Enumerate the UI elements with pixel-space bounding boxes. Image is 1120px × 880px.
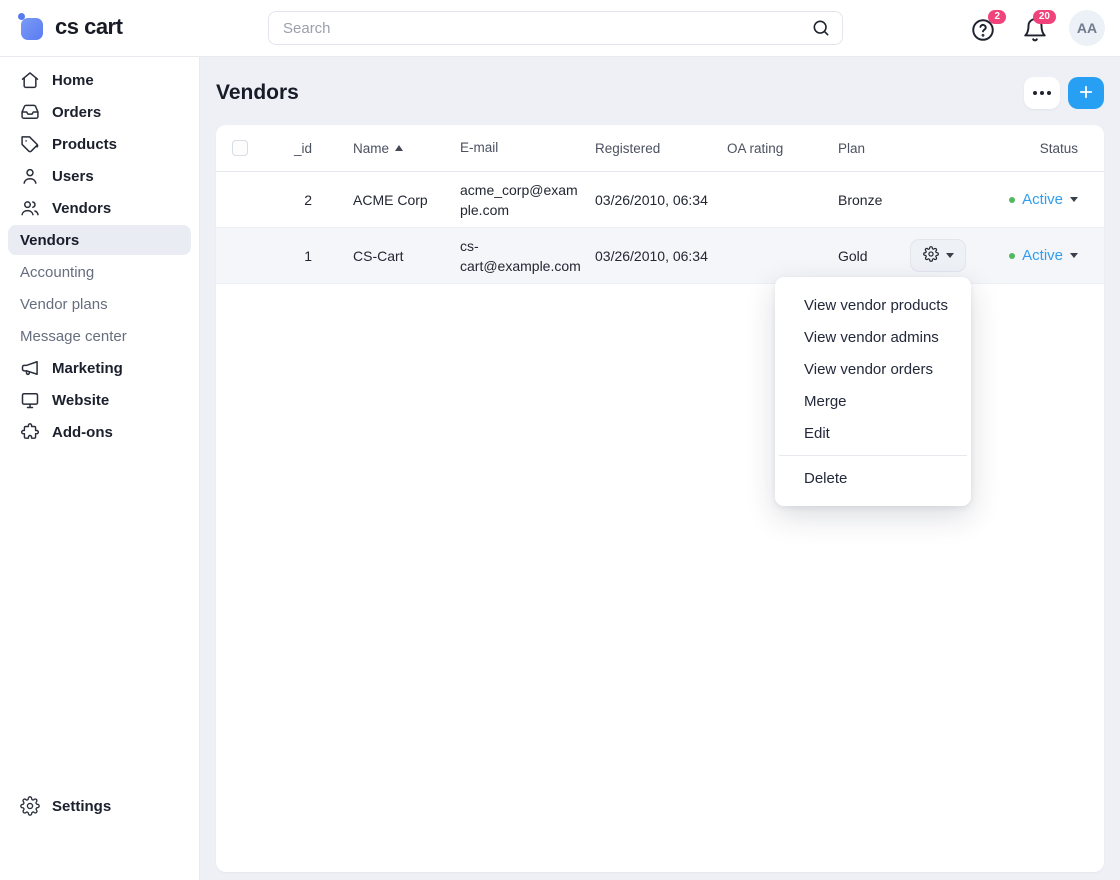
status-label: Active: [1022, 191, 1063, 208]
vendor-email: cs-cart@example.com: [460, 237, 581, 274]
sidebar-item-label: Settings: [52, 797, 112, 815]
sidebar-item-users[interactable]: Users: [0, 160, 199, 192]
sidebar-subitem-message-center[interactable]: Message center: [0, 320, 199, 352]
column-header-email[interactable]: E-mail: [460, 140, 499, 155]
chevron-down-icon: [1070, 197, 1078, 202]
gear-icon: [922, 246, 939, 265]
orders-icon: [20, 102, 40, 122]
vendor-name[interactable]: ACME Corp: [353, 191, 428, 208]
sidebar-item-home[interactable]: Home: [0, 64, 199, 96]
column-header-registered[interactable]: Registered: [595, 140, 661, 156]
page-title: Vendors: [216, 81, 299, 104]
vendor-id: 1: [304, 247, 312, 264]
menu-item-edit[interactable]: Edit: [804, 424, 830, 442]
tag-icon: [20, 134, 40, 154]
plus-icon: [1077, 83, 1095, 104]
menu-item-delete[interactable]: Delete: [804, 469, 848, 487]
topbar: cs cart 2 20 AA: [0, 0, 1120, 57]
sidebar-item-label: Orders: [52, 103, 102, 121]
row-actions-dropdown: View vendor products View vendor admins …: [775, 277, 971, 506]
row-actions-gear-button[interactable]: [910, 239, 966, 272]
sidebar-subitem-label: Accounting: [20, 263, 95, 281]
vendor-email: acme_corp@example.com: [460, 181, 578, 218]
sidebar-item-orders[interactable]: Orders: [0, 96, 199, 128]
more-actions-button[interactable]: [1024, 77, 1060, 109]
menu-item-view-vendor-orders[interactable]: View vendor orders: [804, 360, 933, 378]
vendor-plan: Bronze: [838, 191, 883, 208]
vendor-registered: 03/26/2010, 06:34: [595, 247, 708, 264]
puzzle-icon: [20, 422, 40, 442]
search-icon[interactable]: [811, 18, 831, 43]
status-label: Active: [1022, 247, 1063, 264]
vendor-status-control[interactable]: Active: [978, 191, 1088, 208]
sidebar-item-label: Products: [52, 135, 118, 153]
user-avatar[interactable]: AA: [1069, 10, 1105, 46]
menu-item-merge[interactable]: Merge: [804, 392, 847, 410]
column-header-name[interactable]: Name: [353, 141, 443, 156]
table-row[interactable]: 2 ACME Corp acme_corp@example.com 03/26/…: [216, 172, 1104, 228]
sidebar: Home Orders Products Users: [0, 57, 200, 880]
bell-icon: [1022, 18, 1048, 47]
megaphone-icon: [20, 358, 40, 378]
sidebar-item-label: Home: [52, 71, 94, 89]
chevron-down-icon: [1070, 253, 1078, 258]
sidebar-item-label: Users: [52, 167, 94, 185]
page-header: Vendors: [200, 57, 1120, 109]
vendors-icon: [20, 198, 40, 218]
sidebar-subitem-label: Vendors: [20, 231, 80, 249]
logo-text: cs cart: [55, 13, 123, 39]
sidebar-item-label: Website: [52, 391, 110, 409]
monitor-icon: [20, 390, 40, 410]
sidebar-item-label: Marketing: [52, 359, 123, 377]
logo[interactable]: cs cart: [18, 13, 123, 40]
menu-separator: [779, 455, 967, 456]
notifications-badge: 20: [1032, 10, 1056, 24]
vendor-id: 2: [304, 191, 312, 208]
column-header-status[interactable]: Status: [1039, 140, 1078, 156]
column-header-oa-rating[interactable]: OA rating: [727, 140, 784, 156]
menu-item-view-vendor-products[interactable]: View vendor products: [804, 296, 948, 314]
chevron-down-icon: [945, 253, 954, 258]
vendor-status-control[interactable]: Active: [978, 247, 1088, 264]
sort-asc-icon: [395, 145, 404, 151]
table-header-row: _id Name E-mail Registered OA rating Pla…: [216, 125, 1104, 172]
vendor-registered: 03/26/2010, 06:34: [595, 191, 708, 208]
table-row[interactable]: 1 CS-Cart cs-cart@example.com 03/26/2010…: [216, 228, 1104, 284]
user-icon: [20, 166, 40, 186]
add-vendor-button[interactable]: [1068, 77, 1104, 109]
sidebar-item-label: Add-ons: [52, 423, 113, 441]
vendor-name[interactable]: CS-Cart: [353, 247, 404, 264]
sidebar-subitem-accounting[interactable]: Accounting: [0, 256, 199, 288]
sidebar-item-settings[interactable]: Settings: [0, 790, 111, 822]
sidebar-item-addons[interactable]: Add-ons: [0, 416, 199, 448]
notifications-button[interactable]: 20: [1022, 10, 1056, 43]
status-dot-icon: [1009, 196, 1016, 203]
search-bar: [268, 11, 843, 45]
sidebar-item-website[interactable]: Website: [0, 384, 199, 416]
menu-item-view-vendor-admins[interactable]: View vendor admins: [804, 328, 939, 346]
sidebar-item-products[interactable]: Products: [0, 128, 199, 160]
help-button[interactable]: 2: [970, 10, 1006, 43]
avatar-initials: AA: [1076, 20, 1098, 36]
help-badge: 2: [988, 10, 1006, 24]
sidebar-item-label: Vendors: [52, 199, 112, 217]
column-header-id[interactable]: _id: [293, 140, 312, 156]
sidebar-subitem-label: Message center: [20, 327, 127, 345]
column-header-plan[interactable]: Plan: [838, 140, 866, 156]
help-icon: [970, 19, 996, 47]
gear-icon: [20, 796, 40, 816]
main-content: Vendors _id Name: [200, 57, 1120, 880]
vendor-plan: Gold: [838, 247, 868, 264]
sidebar-item-marketing[interactable]: Marketing: [0, 352, 199, 384]
sidebar-subitem-label: Vendor plans: [20, 295, 108, 313]
sidebar-subitem-vendor-plans[interactable]: Vendor plans: [0, 288, 199, 320]
status-dot-icon: [1009, 252, 1016, 259]
sidebar-subitem-vendors[interactable]: Vendors: [8, 225, 191, 255]
select-all-checkbox[interactable]: [232, 140, 248, 156]
search-input[interactable]: [268, 11, 843, 45]
logo-icon: [18, 13, 45, 40]
sidebar-item-vendors[interactable]: Vendors: [0, 192, 199, 224]
home-icon: [20, 70, 40, 90]
